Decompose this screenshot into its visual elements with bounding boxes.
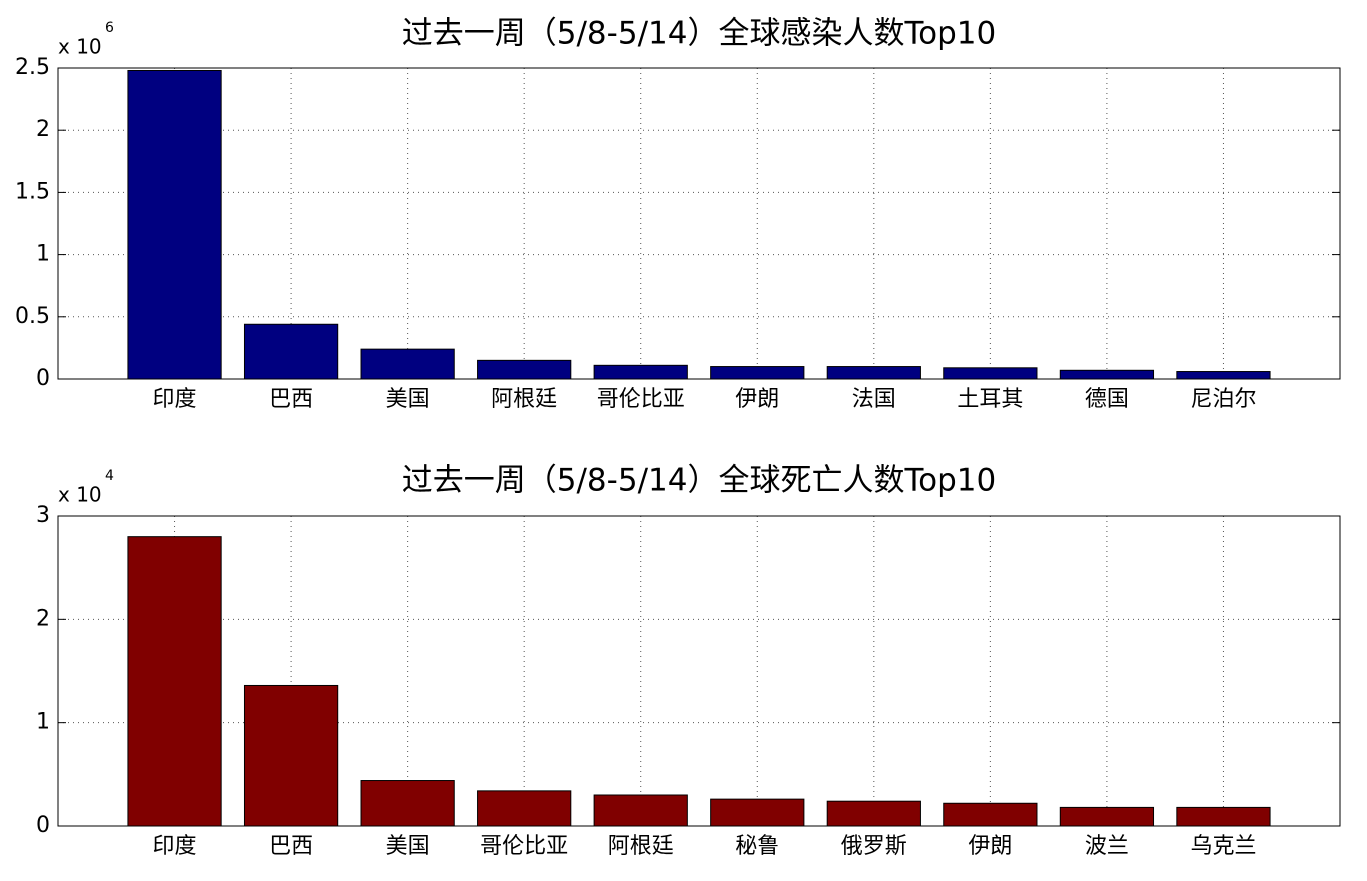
x-tick-label: 美国 (386, 834, 430, 859)
x-tick-label: 伊朗 (968, 834, 1012, 859)
y-tick-label: 0 (36, 366, 50, 391)
axis-exponent: 4 (105, 468, 114, 484)
x-tick-label: 巴西 (269, 387, 313, 412)
x-tick-label: 阿根廷 (491, 387, 557, 412)
bar (1059, 369, 1155, 380)
bar (943, 802, 1038, 827)
y-tick-label: 2.5 (15, 55, 50, 80)
x-tick-label: 法国 (852, 387, 896, 412)
bar (943, 367, 1038, 380)
x-tick-label: 印度 (153, 834, 197, 859)
y-tick-label: 0.5 (15, 304, 50, 329)
x-tick-label: 美国 (386, 387, 430, 412)
y-tick-label: 1 (36, 242, 50, 267)
axis-multiplier: x 10 (58, 35, 102, 59)
x-tick-label: 乌克兰 (1190, 834, 1256, 859)
y-tick-label: 1 (36, 710, 50, 735)
bar (127, 69, 222, 380)
bar (710, 798, 805, 827)
axis-multiplier: x 10 (58, 483, 102, 507)
x-tick-label: 土耳其 (957, 387, 1023, 412)
bar (360, 348, 455, 380)
bar (1176, 806, 1271, 827)
axes-box (57, 67, 1341, 380)
x-tick-label: 德国 (1085, 387, 1129, 412)
chart-title: 过去一周（5/8-5/14）全球感染人数Top10 (402, 16, 996, 52)
y-tick-label: 2 (36, 606, 50, 631)
bar (243, 684, 339, 827)
y-tick-label: 3 (36, 503, 50, 528)
chart-title: 过去一周（5/8-5/14）全球死亡人数Top10 (402, 463, 996, 499)
x-tick-label: 印度 (153, 387, 197, 412)
y-tick-label: 0 (36, 813, 50, 838)
axis-exponent: 6 (105, 20, 114, 36)
x-tick-label: 哥伦比亚 (597, 387, 685, 412)
bar (710, 366, 805, 380)
bar (360, 780, 455, 827)
bar (477, 359, 572, 380)
x-tick-label: 尼泊尔 (1190, 387, 1256, 412)
bar (127, 536, 222, 827)
x-tick-label: 俄罗斯 (841, 834, 907, 859)
x-tick-label: 伊朗 (735, 387, 779, 412)
bar (1176, 371, 1271, 380)
bar (243, 323, 339, 380)
y-tick-label: 2 (36, 117, 50, 142)
bar (1059, 806, 1155, 827)
x-tick-label: 巴西 (269, 834, 313, 859)
bar (826, 800, 921, 827)
axes-box (57, 515, 1341, 827)
y-tick-label: 1.5 (15, 179, 50, 204)
bar (593, 364, 688, 380)
x-tick-label: 阿根廷 (608, 834, 674, 859)
x-tick-label: 秘鲁 (735, 834, 779, 859)
bar (593, 794, 688, 827)
x-tick-label: 哥伦比亚 (480, 834, 568, 859)
bar (826, 366, 921, 380)
x-tick-label: 波兰 (1085, 834, 1129, 859)
bar (477, 790, 572, 827)
